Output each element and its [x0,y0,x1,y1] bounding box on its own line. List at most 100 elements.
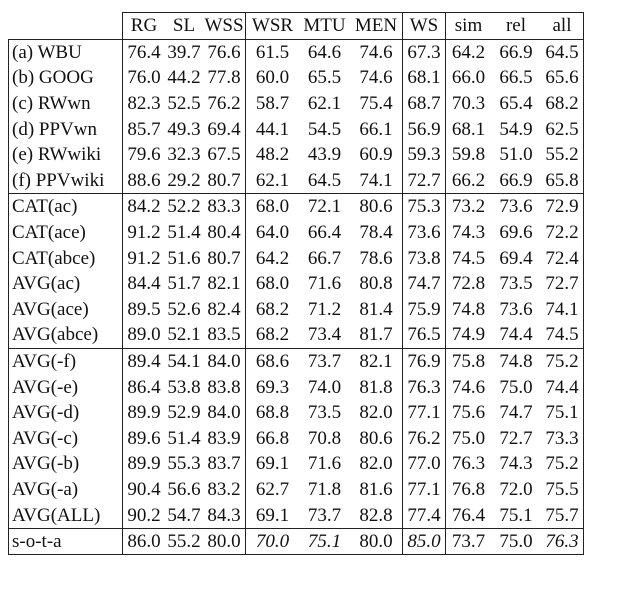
row-group-ablation: AVG(-f) 89.4 54.1 84.0 68.6 73.7 82.1 76.9 75.8 7… [8,347,584,529]
table-cell-men: 80.0 [350,527,403,556]
row-label: (c) RWwn [8,90,123,117]
table-cell-rel: 75.0 [499,376,533,398]
table-cell-sim: 76.8 [445,476,491,503]
table-cell-sl: 51.4 [167,427,201,449]
table-cell-sim: 74.9 [445,322,491,349]
table-cell-ws: 85.0 [402,527,446,556]
table-cell-wss: 67.5 [207,144,241,166]
table-cell-sim: 74.8 [445,296,491,323]
table-cell-ws: 67.3 [402,38,446,66]
table-cell-men: 81.4 [359,298,393,320]
row-label: (f) PPVwiki [8,167,123,194]
table-cell-all: 72.4 [541,245,584,271]
table-row: AVG(-f) 89.4 54.1 84.0 68.6 73.7 82.1 76.9 75.8 7… [8,347,584,375]
table-cell-wss: 76.2 [207,93,241,115]
table-cell-rg: 76.0 [122,65,165,91]
table-cell-sl: 52.2 [165,193,203,220]
table-cell-wss: 69.4 [207,118,241,140]
table-cell-all: 76.3 [541,527,584,556]
table-cell-men: 80.6 [359,427,393,449]
table-cell-rg: 76.4 [122,38,165,66]
table-cell-men: 82.0 [359,453,393,475]
table-cell-wsr: 66.8 [245,425,299,452]
table-cell-men: 82.0 [359,402,393,424]
table-cell-wsr: 60.0 [245,65,299,91]
table-cell-sl: 29.2 [167,169,201,191]
row-label: AVG(-f) [8,347,123,375]
table-cell-wsr: 68.0 [245,193,299,220]
table-cell-rg: 88.6 [122,167,165,194]
header-cell-men: MEN [350,12,403,40]
table-cell-wss: 83.7 [207,453,241,475]
table-cell-sl: 56.6 [167,478,201,500]
row-label: AVG(-e) [8,374,123,400]
header-cell-empty [9,13,123,40]
table-cell-ws: 76.3 [402,374,446,400]
table-cell-wsr: 69.3 [245,374,299,400]
table-cell-all: 75.7 [541,502,584,529]
table-cell-mtu: 73.4 [307,324,342,346]
table-row: s-o-t-a 86.0 55.2 80.0 70.0 75.1 80.0 85.0 73.7 7… [8,527,584,556]
table-cell-mtu: 71.6 [307,453,342,475]
table-cell-wss: 84.0 [203,347,246,375]
table-row: CAT(ac) 84.2 52.2 83.3 68.0 72.1 80.6 75.3 73.2 7… [8,193,584,220]
row-label: CAT(ace) [8,219,123,246]
table-cell-rg: 90.4 [122,476,165,503]
table-cell-rg: 89.5 [122,296,165,323]
table-cell-rg: 91.2 [122,219,165,246]
row-label: CAT(abce) [8,245,123,271]
row-label: s-o-t-a [8,527,123,556]
table-cell-ws: 76.5 [402,322,446,349]
table-cell-wsr: 69.1 [245,451,299,477]
table-cell-men: 78.4 [359,222,393,244]
table-cell-all: 64.5 [541,38,584,66]
table-cell-sl: 54.7 [167,504,201,526]
table-cell-rel: 69.4 [499,247,533,269]
table-cell-rel: 66.9 [491,38,541,66]
table-cell-sl: 51.4 [167,222,201,244]
table-cell-all: 55.2 [541,141,584,168]
table-cell-sim: 74.3 [445,219,491,246]
table-cell-sim: 74.6 [445,374,491,400]
table-cell-rel: 54.9 [499,118,533,140]
table-cell-ws: 73.8 [402,245,446,271]
table-cell-rel: 72.7 [499,427,533,449]
table-row: AVG(-d) 89.9 52.9 84.0 68.8 73.5 82.0 77.1 75.6 7… [8,399,584,426]
table-cell-rg: 86.0 [122,527,165,556]
table-cell-sl: 51.6 [167,247,201,269]
table-cell-mtu: 64.5 [307,169,342,191]
table-cell-mtu: 65.5 [307,67,342,89]
table-cell-ws: 76.9 [402,347,446,375]
table-row: (e) RWwiki 79.6 32.3 67.5 48.2 43.9 60.9 59.3 59… [8,141,584,168]
table-cell-wsr: 68.6 [245,347,299,375]
table-cell-wsr: 62.7 [245,476,299,503]
table-cell-rel: 74.4 [499,324,533,346]
table-cell-men: 75.4 [359,93,393,115]
table-cell-wsr: 64.2 [245,245,299,271]
header-cell-rel: rel [491,12,541,40]
table-row: (d) PPVwn 85.7 49.3 69.4 44.1 54.5 66.1 56.9 68.… [8,116,584,142]
table-cell-wss: 83.3 [203,193,246,220]
row-label: (d) PPVwn [8,116,123,142]
table-cell-wss: 80.7 [207,169,241,191]
table-cell-sl: 54.1 [165,347,203,375]
row-label: (a) WBU [8,38,123,66]
table-row: AVG(-a) 90.4 56.6 83.2 62.7 71.8 81.6 77.1 76.8 7… [8,476,584,503]
row-label: AVG(-a) [8,476,123,503]
table-cell-mtu: 66.4 [307,222,342,244]
table-cell-rg: 89.9 [122,451,165,477]
table-cell-all: 74.1 [541,296,584,323]
table-cell-mtu: 43.9 [307,144,342,166]
table-cell-all: 72.7 [541,270,584,297]
row-label: AVG(-b) [8,451,123,477]
table-cell-sim: 64.2 [445,38,491,66]
row-label: AVG(-c) [8,425,123,452]
table-cell-men: 82.8 [359,504,393,526]
table-cell-mtu: 73.7 [307,504,342,526]
header-cell-sl: SL [165,12,203,40]
table-cell-rel: 72.0 [499,478,533,500]
row-label: AVG(abce) [8,322,123,349]
table-cell-all: 75.5 [541,476,584,503]
table-cell-wss: 82.1 [207,273,241,295]
table-cell-sim: 59.8 [445,141,491,168]
